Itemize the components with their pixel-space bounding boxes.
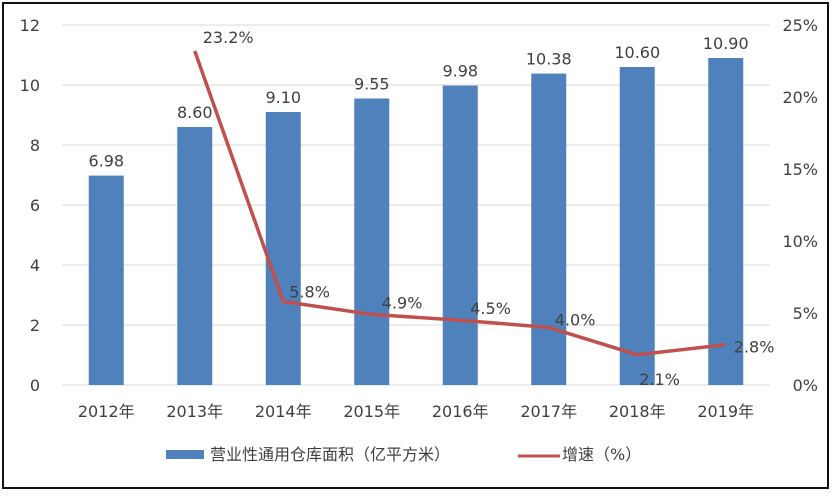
bar-value-label: 8.60: [177, 103, 213, 122]
line-value-label: 23.2%: [203, 28, 254, 47]
line-value-label: 2.8%: [734, 338, 775, 357]
left-axis-tick: 2: [30, 316, 40, 335]
x-axis-tick: 2016年: [432, 402, 489, 421]
left-axis-tick: 12: [20, 16, 40, 35]
legend-bar-swatch: [166, 450, 204, 459]
left-axis-tick: 10: [20, 76, 40, 95]
line-series: 23.2% 5.8% 4.9% 4.5% 4.0% 2.1% 2.8%: [193, 28, 775, 389]
line-value-label: 5.8%: [289, 282, 330, 301]
right-axis-tick: 0%: [793, 376, 818, 395]
x-axis-tick: 2013年: [166, 402, 223, 421]
bar: [531, 73, 567, 385]
left-axis-tick: 8: [30, 136, 40, 155]
x-axis-tick: 2019年: [697, 402, 754, 421]
bar-value-label: 9.10: [265, 88, 301, 107]
x-axis-tick: 2018年: [609, 402, 666, 421]
right-axis-tick: 10%: [782, 232, 818, 251]
x-axis-tick: 2014年: [255, 402, 312, 421]
bar-value-label: 10.38: [526, 50, 572, 69]
right-axis: 0% 5% 10% 15% 20% 25%: [782, 16, 818, 395]
legend-bar-label: 营业性通用仓库面积（亿平方米）: [210, 445, 450, 464]
bar: [708, 58, 744, 385]
x-axis-tick: 2015年: [343, 402, 400, 421]
line-value-label: 4.9%: [382, 293, 423, 312]
chart-frame: [2, 2, 829, 489]
left-axis-tick: 4: [30, 256, 40, 275]
bar-value-label: 6.98: [88, 152, 124, 171]
gridlines: [62, 24, 770, 386]
bar-series: 6.98 8.60 9.10 9.55 9.98 10.38 10.60 10.90: [88, 34, 749, 385]
right-axis-tick: 20%: [782, 88, 818, 107]
left-axis: 0 2 4 6 8 10 12: [20, 16, 40, 395]
right-axis-tick: 5%: [793, 304, 818, 323]
bar: [442, 85, 478, 385]
legend-line-label: 增速（%）: [562, 445, 641, 464]
right-axis-tick: 15%: [782, 160, 818, 179]
bar: [354, 98, 390, 385]
x-axis: 2012年 2013年 2014年 2015年 2016年 2017年 2018年 2019年: [78, 402, 754, 421]
bar: [88, 175, 124, 385]
bar-value-label: 10.60: [614, 43, 660, 62]
bar: [177, 127, 213, 385]
x-axis-tick: 2012年: [78, 402, 135, 421]
bar: [265, 112, 301, 385]
bar-value-label: 9.98: [442, 62, 478, 81]
right-axis-tick: 25%: [782, 16, 818, 35]
bar-value-label: 10.90: [703, 34, 749, 53]
bar: [619, 67, 655, 385]
growth-line: [193, 50, 726, 357]
line-value-label: 4.0%: [555, 310, 596, 329]
line-value-label: 2.1%: [639, 370, 680, 389]
left-axis-tick: 0: [30, 376, 40, 395]
left-axis-tick: 6: [30, 196, 40, 215]
line-value-label: 4.5%: [470, 299, 511, 318]
legend: 营业性通用仓库面积（亿平方米） 增速（%）: [166, 445, 641, 464]
x-axis-tick: 2017年: [520, 402, 577, 421]
bar-value-label: 9.55: [354, 75, 390, 94]
